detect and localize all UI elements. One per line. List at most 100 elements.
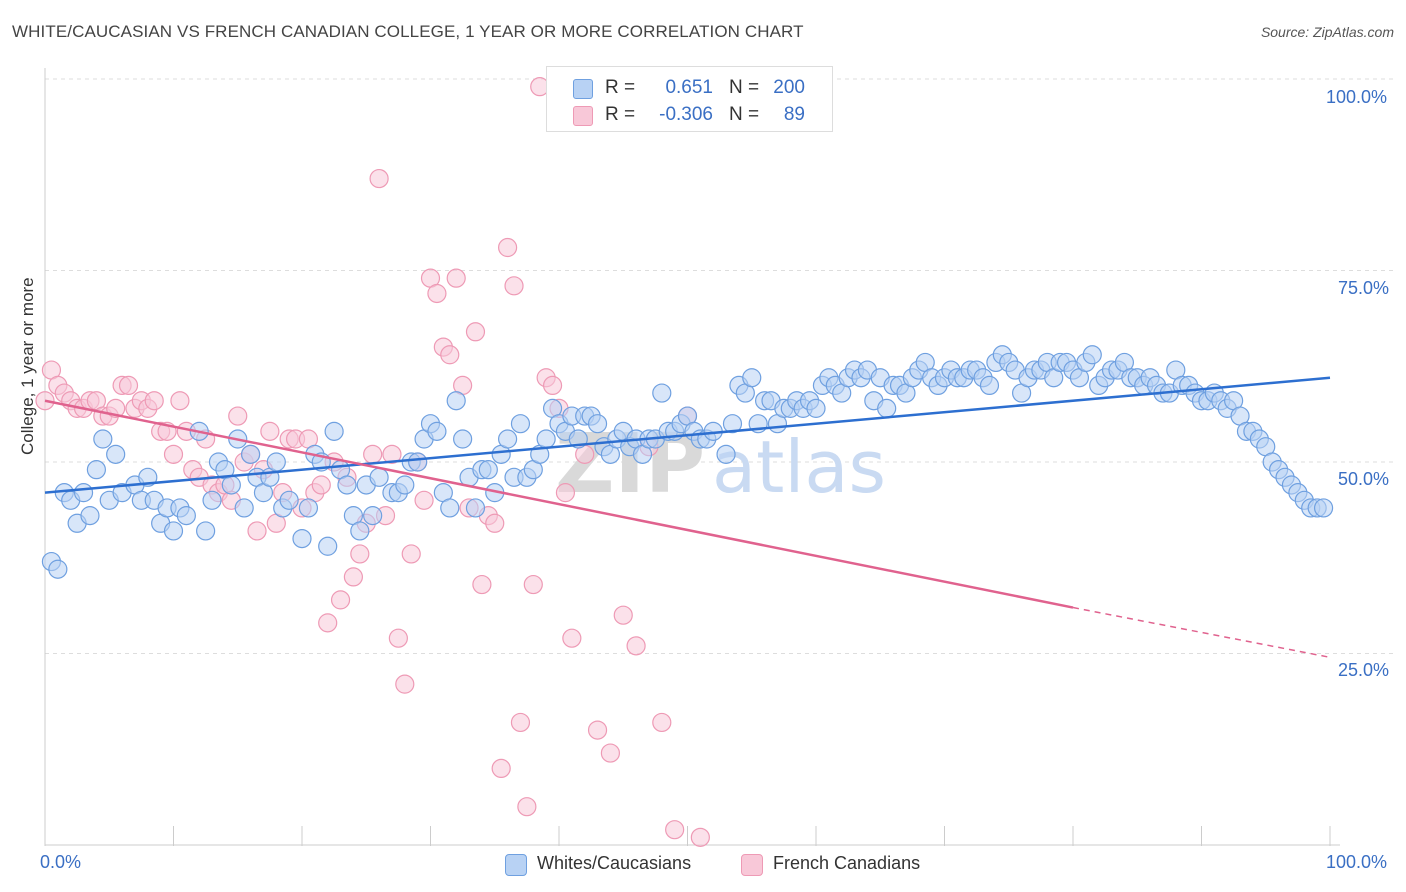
- point-french: [555, 483, 576, 503]
- point-whites: [408, 452, 428, 472]
- point-whites: [446, 391, 466, 411]
- point-whites: [652, 383, 672, 403]
- point-whites: [1313, 498, 1334, 518]
- point-whites: [241, 444, 261, 464]
- point-whites: [86, 460, 107, 480]
- point-french: [228, 406, 248, 426]
- point-whites: [587, 414, 608, 434]
- point-whites: [877, 398, 897, 418]
- point-french: [652, 712, 672, 733]
- point-french: [260, 421, 280, 441]
- point-french: [369, 168, 389, 189]
- point-whites: [1082, 345, 1102, 365]
- source-credit: Source: ZipAtlas.com: [1260, 24, 1394, 40]
- point-french: [498, 237, 518, 258]
- point-whites: [163, 521, 184, 541]
- point-french: [542, 375, 563, 395]
- point-whites: [350, 521, 370, 541]
- point-whites: [337, 475, 357, 495]
- point-french: [427, 283, 447, 304]
- point-french: [144, 391, 164, 411]
- point-french: [311, 475, 331, 495]
- point-french: [446, 268, 466, 288]
- bottom-legend-label-french: French Canadians: [773, 853, 921, 873]
- bottom-legend-whites: Whites/Caucasians: [505, 852, 725, 878]
- legend-n-value: 200: [773, 77, 805, 98]
- watermark-atlas: atlas: [712, 425, 886, 509]
- point-french: [485, 513, 505, 533]
- point-french: [414, 490, 434, 510]
- y-axis-label: College, 1 year or more: [18, 277, 37, 455]
- point-whites: [93, 429, 113, 449]
- point-whites: [73, 483, 94, 503]
- y-tick-25: 25.0%: [1338, 660, 1390, 680]
- point-french: [665, 820, 685, 840]
- legend-r-value: -0.306: [659, 104, 713, 125]
- bottom-legend-label-whites: Whites/Caucasians: [537, 853, 692, 873]
- point-french: [318, 613, 338, 633]
- legend-row-whites: R = 0.651 N = 200: [547, 75, 832, 101]
- point-french: [388, 628, 408, 648]
- legend-r-label: R =: [605, 77, 636, 98]
- point-whites: [722, 414, 743, 434]
- point-whites: [478, 460, 498, 480]
- legend-swatch-blue: [573, 79, 593, 99]
- legend-r-value: 0.651: [665, 77, 713, 98]
- correlation-legend: R = 0.651 N = 200 R = -0.306 N = 89: [546, 66, 833, 132]
- legend-n-label: N =: [729, 104, 760, 125]
- trend-lines: [44, 376, 1331, 659]
- chart-title: WHITE/CAUCASIAN VS FRENCH CANADIAN COLLE…: [12, 22, 804, 41]
- point-french: [247, 521, 267, 541]
- point-french: [440, 345, 460, 365]
- point-french: [587, 720, 608, 740]
- series-whites-caucasians: [41, 345, 1334, 579]
- point-french: [517, 797, 537, 817]
- point-whites: [465, 498, 486, 518]
- legend-swatch-pink: [573, 106, 593, 126]
- point-french: [465, 322, 486, 342]
- axes: [44, 68, 1340, 846]
- point-whites: [176, 506, 196, 526]
- point-french: [562, 628, 582, 648]
- bottom-legend-swatch-blue: [505, 854, 527, 876]
- trend-line-french-extension: [1072, 606, 1331, 659]
- point-whites: [395, 475, 415, 495]
- point-whites: [196, 521, 216, 541]
- point-french: [118, 375, 139, 395]
- point-french: [401, 544, 421, 564]
- point-whites: [440, 498, 460, 518]
- y-tick-100: 100.0%: [1326, 87, 1388, 107]
- point-french: [163, 444, 184, 464]
- point-whites: [292, 528, 312, 549]
- grid-lines: [45, 78, 1395, 654]
- point-french: [613, 605, 633, 625]
- point-french: [510, 712, 531, 733]
- point-whites: [510, 414, 531, 434]
- bottom-legend-swatch-pink: [741, 854, 763, 876]
- bottom-legend-french: French Canadians: [741, 852, 961, 878]
- point-french: [504, 276, 524, 296]
- point-whites: [363, 506, 383, 526]
- point-whites: [234, 498, 254, 518]
- point-whites: [106, 444, 126, 464]
- y-tick-50: 50.0%: [1338, 469, 1390, 489]
- point-whites: [742, 368, 762, 388]
- point-whites: [202, 490, 222, 510]
- point-whites: [324, 421, 344, 441]
- point-french: [626, 636, 646, 656]
- trend-line-french: [44, 399, 1074, 609]
- point-french: [382, 444, 402, 464]
- point-whites: [536, 429, 556, 449]
- point-french: [472, 574, 492, 595]
- point-whites: [806, 398, 826, 418]
- point-whites: [48, 559, 68, 579]
- point-french: [330, 590, 351, 610]
- point-whites: [369, 467, 389, 487]
- legend-n-label: N =: [729, 77, 760, 98]
- point-whites: [80, 506, 100, 526]
- legend-row-french: R = -0.306 N = 89: [547, 102, 832, 128]
- y-tick-75: 75.0%: [1338, 278, 1390, 298]
- legend-n-value: 89: [783, 104, 805, 125]
- point-french: [395, 674, 415, 694]
